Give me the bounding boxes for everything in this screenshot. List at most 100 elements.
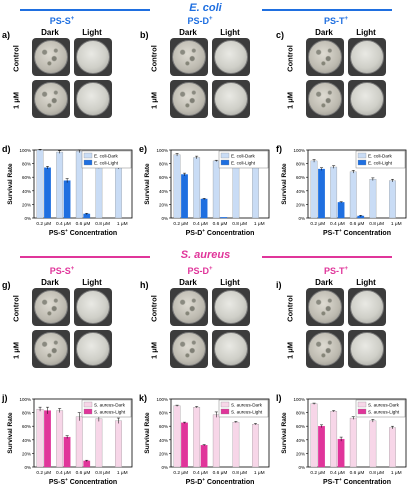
petri-dish-photo	[32, 288, 70, 326]
ecoli-section-title: E. coli	[189, 2, 222, 14]
y-tick-label: 20%	[22, 451, 31, 456]
y-tick-label: 80%	[159, 411, 168, 416]
panel-letter: f)	[276, 144, 282, 154]
x-tick-label: 1 μM	[391, 221, 402, 227]
y-tick-label: 0%	[24, 465, 31, 470]
bar-light	[63, 180, 71, 219]
strain-label-ps-s-saureus: PS-S+	[49, 266, 75, 276]
bar-light	[181, 422, 188, 468]
legend-label: S. aureus-Dark	[94, 402, 126, 407]
bar-light	[181, 174, 188, 219]
y-tick-label: 0%	[298, 465, 305, 470]
bar-dark	[349, 171, 357, 219]
column-header-light: Light	[356, 278, 376, 287]
column-header-light: Light	[82, 278, 102, 287]
plot-frame	[170, 149, 270, 219]
bar-dark	[349, 417, 357, 468]
petri-dish-photo	[306, 38, 344, 76]
survival-bar-chart: k) 0% 20% 40% 60% 80% 100% Survival Rate 0.2 μM 0…	[139, 393, 270, 486]
legend-swatch	[357, 401, 367, 408]
bar-dark	[115, 167, 122, 219]
y-tick-label: 100%	[19, 148, 31, 153]
x-tick-label: 0.2 μM	[173, 221, 188, 227]
column-header-dark: Dark	[315, 278, 333, 287]
column-header-dark: Dark	[41, 28, 59, 37]
panel-letter: k)	[139, 393, 147, 403]
x-tick-label: 0.2 μM	[310, 470, 325, 476]
bar-dark	[212, 160, 220, 219]
saureus-divider-left	[20, 256, 150, 258]
bar-dark	[252, 166, 259, 219]
x-tick-label: 0.6 μM	[76, 470, 91, 476]
bar-dark	[95, 166, 103, 219]
legend-swatch	[220, 401, 230, 408]
legend-label: E. coli-Light	[94, 160, 119, 165]
bar-light	[200, 198, 208, 219]
y-tick-label: 80%	[159, 162, 168, 167]
y-axis-label: Survival Rate	[7, 412, 14, 454]
bar-dark	[389, 180, 396, 219]
x-tick-label: 0.8 μM	[95, 221, 110, 227]
y-tick-label: 40%	[22, 438, 31, 443]
row-header-dose: 1 μM	[285, 341, 295, 360]
x-tick-label: 1 μM	[117, 470, 128, 476]
legend-box	[355, 399, 406, 418]
y-tick-label: 100%	[293, 148, 305, 153]
panel-letter: e)	[139, 144, 147, 154]
y-tick-label: 80%	[22, 162, 31, 167]
bar-dark	[212, 414, 220, 468]
survival-bar-chart: d) 0% 20% 40% 60% 80% 100% Survival Rate 0.2 μM 0…	[2, 144, 133, 237]
x-tick-label: 0.8 μM	[232, 221, 247, 227]
row-header-dose: 1 μM	[285, 91, 295, 110]
x-tick-label: 0.6 μM	[213, 221, 228, 227]
legend-swatch	[357, 152, 367, 159]
column-header-dark: Dark	[179, 28, 197, 37]
bar-dark	[232, 161, 240, 219]
bar-dark	[56, 410, 64, 468]
row-header-dose: 1 μM	[11, 341, 21, 360]
legend-label: S. aureus-Light	[231, 409, 263, 414]
petri-dish-photo	[32, 330, 70, 368]
x-tick-label: 0.4 μM	[330, 470, 345, 476]
bar-dark	[115, 420, 122, 468]
y-tick-label: 100%	[293, 397, 305, 402]
y-tick-label: 40%	[159, 189, 168, 194]
x-tick-label: 0.4 μM	[330, 221, 345, 227]
bar-dark	[310, 403, 318, 468]
legend-label: E. coli-Light	[231, 160, 256, 165]
bar-light	[337, 438, 345, 468]
survival-bar-chart: l) 0% 20% 40% 60% 80% 100% Survival Rate 0.2 μM 0…	[276, 393, 407, 486]
legend-label: E. coli-Dark	[368, 153, 392, 158]
x-tick-label: 0.8 μM	[369, 221, 384, 227]
x-tick-label: 1 μM	[391, 470, 402, 476]
petri-dish-photo	[306, 80, 344, 118]
petri-dish-photo	[74, 288, 112, 326]
bar-dark	[310, 160, 318, 219]
y-tick-label: 20%	[296, 202, 305, 207]
x-tick-label: 0.8 μM	[232, 470, 247, 476]
strain-label-ps-d-ecoli: PS-D+	[187, 16, 213, 26]
bar-light	[63, 436, 71, 468]
row-header-control: Control	[285, 45, 295, 72]
y-tick-label: 40%	[22, 189, 31, 194]
row-header-dose: 1 μM	[11, 91, 21, 110]
y-tick-label: 40%	[296, 189, 305, 194]
bar-dark	[330, 166, 338, 219]
strain-label-ps-t-saureus: PS-T+	[323, 266, 349, 276]
row-header-control: Control	[285, 295, 295, 322]
petri-dish-photo	[348, 330, 386, 368]
survival-bar-chart: j) 0% 20% 40% 60% 80% 100% Survival Rate 0.2 μM 0…	[1, 393, 133, 486]
panel-letter: i)	[276, 280, 282, 290]
saureus-divider-right	[262, 256, 392, 258]
y-axis-label: Survival Rate	[281, 163, 288, 205]
legend-swatch	[357, 408, 367, 415]
legend-label: E. coli-Dark	[231, 153, 255, 158]
legend-swatch	[220, 152, 230, 159]
y-axis-label: Survival Rate	[7, 163, 14, 205]
saureus-section-title: S. aureus	[180, 249, 231, 261]
bar-light	[220, 217, 228, 219]
ecoli-divider-right	[262, 9, 392, 11]
bar-dark	[193, 157, 201, 219]
bar-dark	[173, 405, 181, 468]
legend-box	[355, 150, 406, 169]
